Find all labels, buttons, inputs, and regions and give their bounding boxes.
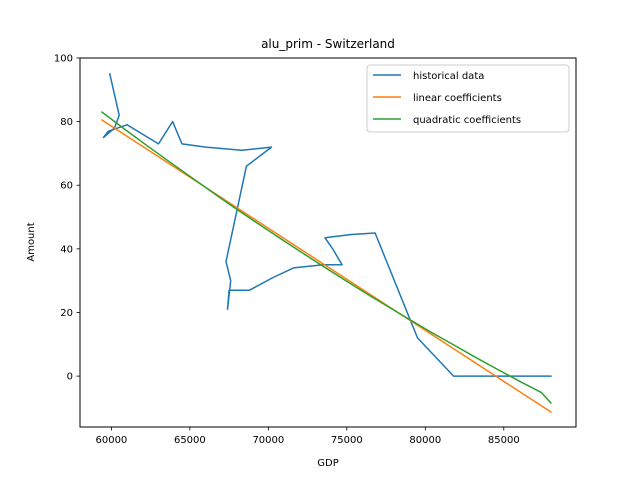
x-axis-ticks: 60000 65000 70000 75000 80000 85000 (95, 427, 520, 446)
y-tick-label-0: 0 (67, 372, 73, 383)
y-tick-label-3: 60 (60, 181, 73, 192)
x-tick-label-1: 65000 (174, 435, 206, 446)
legend: historical data linear coefficients quadra… (366, 64, 570, 133)
series-line-0 (102, 73, 552, 377)
y-tick-label-5: 100 (54, 54, 73, 65)
x-tick-label-4: 80000 (409, 435, 441, 446)
y-tick-label-4: 80 (60, 117, 73, 128)
legend-label-2: quadratic coefficients (413, 115, 521, 126)
x-tick-label-0: 60000 (95, 435, 127, 446)
x-axis-label: GDP (317, 458, 338, 469)
y-axis-ticks: 0 20 40 60 80 100 (54, 54, 80, 383)
chart-title: alu_prim - Switzerland (261, 37, 395, 51)
plot-frame (79, 57, 577, 428)
legend-box (366, 64, 570, 133)
series-line-2 (100, 111, 552, 405)
x-tick-label-3: 75000 (331, 435, 363, 446)
y-tick-label-2: 40 (60, 244, 73, 255)
y-axis-label: Amount (26, 222, 37, 261)
x-tick-label-5: 85000 (488, 435, 520, 446)
legend-label-1: linear coefficients (413, 93, 502, 104)
series-layer (100, 73, 552, 414)
series-line-1 (100, 118, 552, 414)
legend-label-0: historical data (413, 71, 484, 82)
x-tick-label-2: 70000 (252, 435, 284, 446)
y-tick-label-1: 20 (60, 308, 73, 319)
